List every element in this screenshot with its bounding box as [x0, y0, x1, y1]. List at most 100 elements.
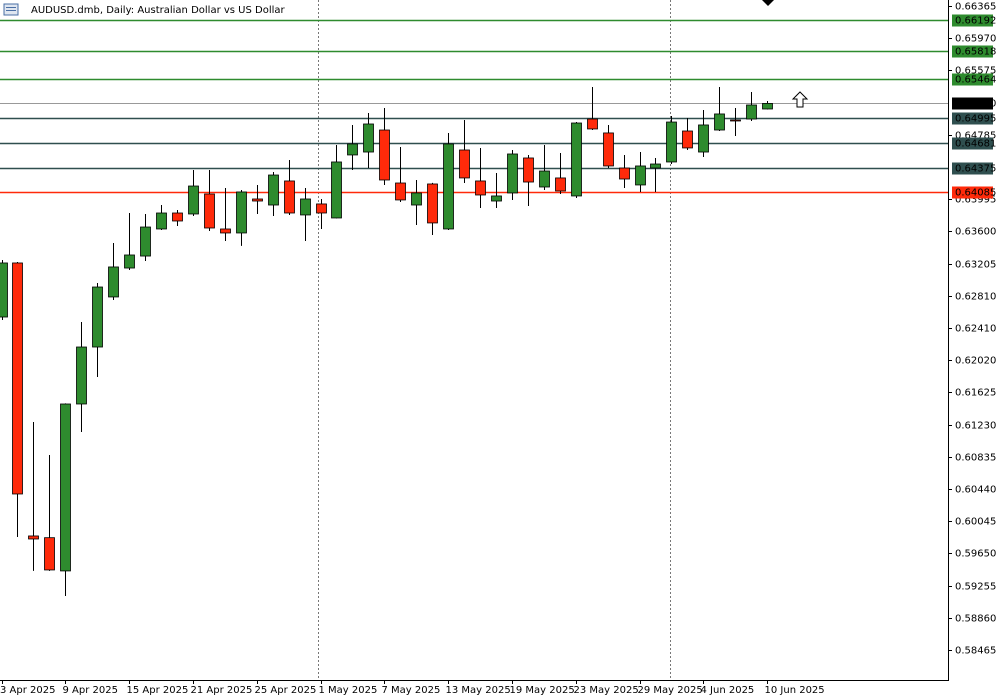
- candle-body: [762, 103, 773, 110]
- level-label-box: [952, 97, 993, 110]
- level-label: 0.64681: [955, 139, 996, 150]
- candle-body: [443, 143, 454, 230]
- candle-body: [284, 180, 295, 214]
- candle-body: [539, 170, 550, 188]
- candle-body: [555, 177, 566, 192]
- candle-body: [682, 130, 693, 149]
- x-tick-label: 23 May 2025: [574, 685, 639, 696]
- icon-box[interactable]: [3, 3, 19, 16]
- candles: [0, 86, 773, 596]
- candle-body: [76, 346, 87, 405]
- candle-body: [459, 149, 470, 179]
- x-tick-label: 4 Jun 2025: [701, 685, 755, 696]
- y-tick-label: 0.65970: [955, 34, 996, 45]
- buy-arrow: [791, 91, 809, 108]
- y-tick-label: 0.60440: [955, 485, 996, 496]
- y-tick-label: 0.63205: [955, 260, 996, 271]
- candle-body: [252, 198, 263, 202]
- candle-body: [300, 198, 311, 216]
- candle-body: [92, 286, 103, 348]
- y-tick-label: 0.59650: [955, 549, 996, 560]
- y-tick-label: 0.61625: [955, 388, 996, 399]
- candle-body: [12, 262, 23, 495]
- candle-body: [204, 193, 215, 229]
- y-tick-label: 0.62810: [955, 292, 996, 303]
- y-tick-label: 0.62410: [955, 324, 996, 335]
- x-tick-label: 25 Apr 2025: [255, 685, 317, 696]
- candle-body: [666, 121, 677, 163]
- x-tick-label: 3 Apr 2025: [0, 685, 55, 696]
- candle-body: [140, 226, 151, 257]
- candle-body: [347, 143, 358, 156]
- candle-body: [60, 403, 71, 572]
- candle-body: [507, 153, 518, 194]
- level-label-box: [952, 186, 993, 199]
- candle-body: [156, 212, 167, 230]
- candle-body: [635, 165, 646, 186]
- candle-body: [316, 203, 327, 214]
- level-label: 0.64375: [955, 164, 996, 175]
- level-label: 0.64085: [955, 188, 996, 199]
- candle-body: [619, 167, 630, 180]
- candle-body: [571, 122, 582, 197]
- level-label-box: [952, 137, 993, 150]
- candle-body: [331, 161, 342, 219]
- level-label: 0.66192: [955, 16, 996, 27]
- candle-body: [236, 191, 247, 234]
- y-tick-label: 0.60835: [955, 453, 996, 464]
- x-tick-label: 9 Apr 2025: [63, 685, 118, 696]
- x-tick-label: 13 May 2025: [446, 685, 511, 696]
- x-tick-label: 1 May 2025: [319, 685, 378, 696]
- x-tick-label: 19 May 2025: [510, 685, 575, 696]
- y-tick-label: 0.63600: [955, 227, 996, 238]
- candle-body: [603, 132, 614, 167]
- x-tick-label: 7 May 2025: [382, 685, 441, 696]
- candle-body: [698, 124, 709, 153]
- candle-body: [411, 192, 422, 206]
- level-label-box: [952, 73, 993, 86]
- candle-body: [714, 113, 725, 131]
- levels: [0, 19, 948, 194]
- candle-body: [220, 228, 231, 234]
- sell-arrow: [762, 0, 774, 6]
- y-tick-label: 0.62020: [955, 356, 996, 367]
- level-label: 0.65464: [955, 75, 996, 86]
- candle-body: [379, 129, 390, 181]
- level-label-box: [952, 112, 993, 125]
- candle-body: [108, 266, 119, 298]
- candle-body: [730, 119, 741, 122]
- level-label: 0.65170: [955, 99, 996, 110]
- y-tick-label: 0.64785: [955, 131, 996, 142]
- candle-body: [268, 174, 279, 206]
- y-tick-label: 0.58465: [955, 646, 996, 657]
- y-tick-label: 0.61230: [955, 421, 996, 432]
- candle-body: [363, 123, 374, 153]
- y-tick-label: 0.60045: [955, 517, 996, 528]
- y-tick-label: 0.58860: [955, 614, 996, 625]
- level-label-box: [952, 14, 993, 27]
- y-tick-label: 0.66365: [955, 2, 996, 13]
- candle-body: [491, 195, 502, 202]
- candle-body: [427, 183, 438, 224]
- candle-body: [28, 535, 39, 540]
- y-tick-label: 0.63995: [955, 195, 996, 206]
- y-tick-label: 0.65575: [955, 66, 996, 77]
- candle-body: [0, 262, 8, 318]
- candle-body: [188, 185, 199, 215]
- level-label-box: [952, 45, 993, 58]
- x-tick-label: 29 May 2025: [638, 685, 703, 696]
- x-tick-label: 10 Jun 2025: [765, 685, 825, 696]
- x-tick-label: 15 Apr 2025: [127, 685, 189, 696]
- candle-body: [124, 254, 135, 269]
- candle-body: [44, 537, 55, 571]
- level-label-box: [952, 162, 993, 175]
- candle-body: [172, 212, 183, 222]
- candle-body: [587, 118, 598, 130]
- chart-title: AUDUSD.dmb, Daily: Australian Dollar vs …: [31, 5, 286, 16]
- x-tick-label: 21 Apr 2025: [191, 685, 253, 696]
- chart-menu-icon[interactable]: [3, 3, 19, 16]
- candle-body: [395, 182, 406, 201]
- candle-body: [650, 163, 661, 169]
